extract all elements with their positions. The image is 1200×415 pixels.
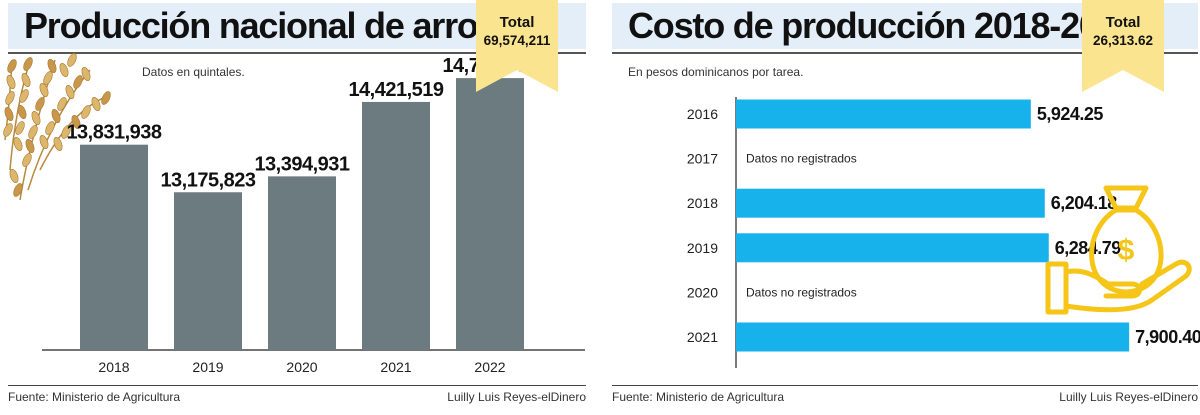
chart-subtitle: Datos en quintales. <box>142 65 245 79</box>
footer-divider <box>8 385 586 386</box>
bar-value-label: 7,900.40 <box>1135 327 1200 347</box>
bar-value-label: 13,831,938 <box>66 122 161 144</box>
bar-2020 <box>268 176 336 350</box>
bar-value-label: 6,284.79 <box>1055 238 1122 258</box>
bar-2019 <box>736 233 1049 263</box>
bar-value-label: 5,924.25 <box>1037 104 1104 124</box>
bar-2022 <box>456 78 524 350</box>
production-cost-panel: Costo de producción 2018-2022 2016 5,924.… <box>612 0 1200 415</box>
chart-title: Costo de producción 2018-2022 <box>628 5 1137 46</box>
svg-text:$: $ <box>1118 234 1135 267</box>
rice-production-chart: 13,831,938 2018 13,175,823 2019 13,394,931 20… <box>3 53 585 375</box>
y-tick-label: 2019 <box>687 240 718 256</box>
total-value: 26,313.62 <box>1092 33 1154 48</box>
total-value: 69,574,211 <box>483 33 551 48</box>
no-data-label: Datos no registrados <box>746 285 857 299</box>
credit-text: Luilly Luis Reyes-elDinero <box>447 390 586 404</box>
y-tick-label: 2020 <box>687 284 718 300</box>
money-bag-hand-icon: $ <box>1045 185 1192 315</box>
chart-title: Producción nacional de arroz <box>24 5 496 46</box>
total-label: Total <box>1105 14 1141 31</box>
chart-subtitle: En pesos dominicanos por tarea. <box>628 65 804 79</box>
total-label: Total <box>499 14 535 31</box>
x-tick-label: 2022 <box>474 359 505 375</box>
bar-value-label: 13,394,931 <box>254 153 349 175</box>
bar-value-label: 14,421,519 <box>348 79 443 101</box>
total-ribbon: Total 69,574,211 <box>476 0 558 95</box>
source-text: Fuente: Ministerio de Agricultura <box>8 390 181 404</box>
rice-production-panel: Producción nacional de arroz 13,831,938 2… <box>3 0 586 404</box>
x-tick-label: 2020 <box>286 359 317 375</box>
bar-2019 <box>174 192 242 350</box>
total-ribbon: Total 26,313.62 <box>1082 0 1164 95</box>
x-tick-label: 2021 <box>380 359 411 375</box>
y-tick-label: 2016 <box>687 106 718 122</box>
x-tick-label: 2018 <box>98 359 129 375</box>
bar-value-label: 6,204.18 <box>1051 193 1118 213</box>
source-text: Fuente: Ministerio de Agricultura <box>612 390 785 404</box>
credit-text: Luilly Luis Reyes-elDinero <box>1059 390 1198 404</box>
header-divider <box>612 52 1198 54</box>
no-data-label: Datos no registrados <box>746 152 857 166</box>
header-divider <box>8 52 586 54</box>
bar-2018 <box>80 144 148 350</box>
bar-value-label: 13,175,823 <box>160 169 255 191</box>
y-tick-label: 2018 <box>687 195 718 211</box>
bar-2018 <box>736 188 1045 218</box>
production-cost-chart: 2016 5,924.25 2017 Datos no registrados 2018… <box>687 97 1200 368</box>
bar-2021 <box>736 322 1130 352</box>
rice-stalk-illustration <box>3 53 111 201</box>
bar-2016 <box>736 99 1031 129</box>
y-tick-label: 2021 <box>687 329 718 345</box>
x-tick-label: 2019 <box>192 359 223 375</box>
y-tick-label: 2017 <box>687 151 718 167</box>
footer-divider <box>612 385 1198 386</box>
bar-2021 <box>362 101 430 350</box>
